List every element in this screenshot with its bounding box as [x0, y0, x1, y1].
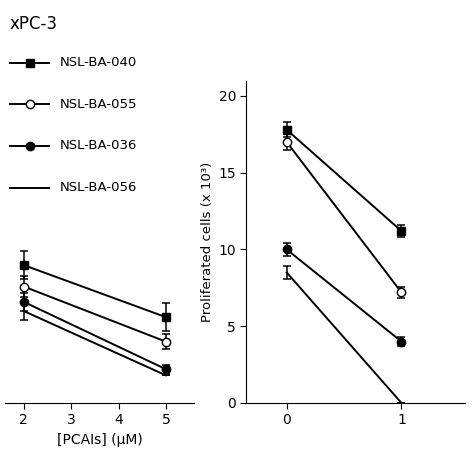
Y-axis label: Proliferated cells (x 10³): Proliferated cells (x 10³): [201, 162, 214, 322]
Text: NSL-BA-056: NSL-BA-056: [59, 181, 137, 194]
Text: NSL-BA-040: NSL-BA-040: [59, 56, 137, 69]
Text: NSL-BA-055: NSL-BA-055: [59, 98, 137, 111]
Text: NSL-BA-036: NSL-BA-036: [59, 139, 137, 153]
Text: xPC-3: xPC-3: [9, 15, 57, 33]
X-axis label: [PCAIs] (μM): [PCAIs] (μM): [57, 433, 142, 447]
